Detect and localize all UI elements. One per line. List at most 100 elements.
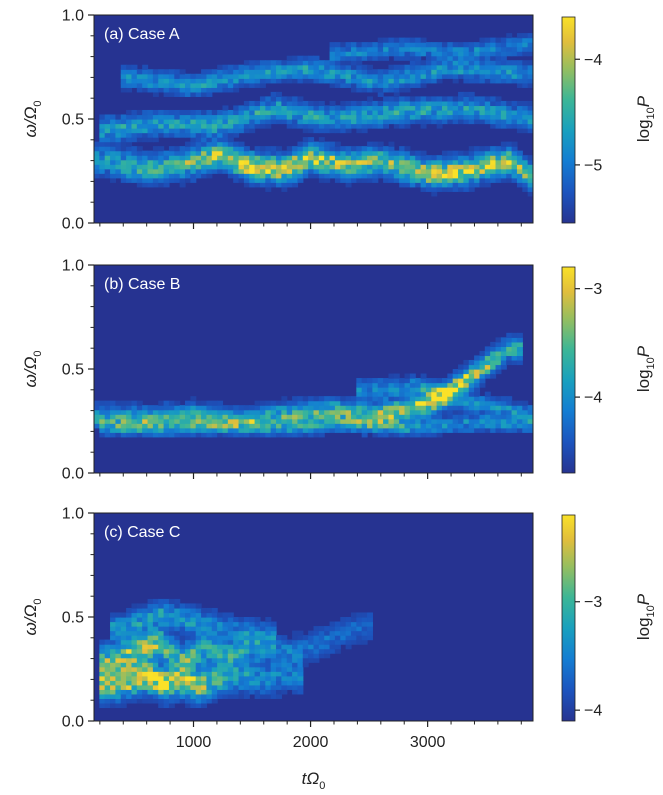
heatmap-cell — [185, 87, 191, 93]
heatmap-cell — [522, 82, 529, 88]
heatmap-cell — [222, 109, 229, 116]
heatmap-cell — [152, 698, 159, 704]
heatmap-cell — [313, 155, 320, 161]
heatmap-cell — [302, 418, 309, 424]
heatmap-cell — [484, 427, 491, 433]
heatmap-cell — [372, 100, 379, 107]
heatmap-cell — [484, 64, 491, 70]
heatmap-cell — [131, 78, 138, 84]
heatmap-cell — [313, 639, 320, 645]
heatmap-cell — [195, 666, 202, 672]
heatmap-cell — [340, 69, 347, 75]
heatmap-cell — [356, 69, 363, 75]
heatmap-cell — [136, 82, 143, 88]
heatmap-cell — [136, 657, 143, 663]
heatmap-cell — [211, 684, 218, 690]
heatmap-cell — [110, 418, 117, 424]
heatmap-cell — [243, 405, 250, 411]
heatmap-cell — [147, 621, 154, 627]
heatmap-cell — [179, 159, 186, 165]
heatmap-cell — [415, 60, 422, 66]
heatmap-cell — [324, 653, 331, 659]
heatmap-cell — [243, 159, 250, 165]
heatmap-cell — [399, 382, 406, 388]
heatmap-cell — [431, 69, 438, 75]
heatmap-cell — [522, 427, 529, 433]
heatmap-cell — [259, 662, 266, 668]
heatmap-cell — [281, 648, 288, 654]
heatmap-cell — [276, 119, 282, 125]
heatmap-cell — [318, 123, 325, 129]
heatmap-cell — [126, 639, 133, 645]
heatmap-cell — [458, 46, 464, 52]
heatmap-cell — [131, 675, 138, 681]
heatmap-cell — [420, 182, 427, 188]
heatmap-cell — [211, 405, 218, 411]
heatmap-cell — [152, 123, 159, 129]
heatmap-cell — [179, 693, 186, 699]
heatmap-cell — [302, 155, 309, 161]
heatmap-cell — [227, 114, 234, 120]
heatmap-cell — [420, 37, 427, 43]
heatmap-cell — [527, 414, 533, 420]
heatmap-cell — [249, 100, 256, 107]
heatmap-cell — [158, 657, 165, 663]
heatmap-cell — [168, 680, 175, 686]
heatmap-cell — [227, 164, 234, 170]
heatmap-cell — [292, 100, 299, 107]
heatmap-cell — [211, 132, 218, 138]
heatmap-cell — [158, 644, 165, 650]
heatmap-cell — [195, 137, 202, 143]
heatmap-cell — [479, 359, 486, 366]
heatmap-cell — [147, 653, 154, 659]
heatmap-cell — [431, 191, 438, 197]
heatmap-cell — [383, 164, 390, 170]
heatmap-cell — [126, 109, 133, 116]
heatmap-cell — [308, 427, 315, 433]
heatmap-cell — [104, 128, 111, 134]
heatmap-cell — [458, 364, 464, 370]
heatmap-cell — [356, 382, 363, 388]
heatmap-cell — [131, 423, 138, 429]
heatmap-cell — [190, 607, 197, 614]
heatmap-cell — [179, 164, 186, 170]
heatmap-cell — [350, 617, 357, 623]
heatmap-cell — [136, 635, 143, 641]
colorbar-title: log10P — [634, 345, 657, 392]
heatmap-cell — [158, 414, 165, 420]
heatmap-cell — [195, 418, 202, 424]
heatmap-cell — [393, 400, 400, 406]
heatmap-cell — [511, 109, 518, 116]
heatmap-cell — [206, 626, 213, 632]
heatmap-cell — [104, 168, 111, 174]
heatmap-cell — [286, 123, 293, 129]
heatmap-cell — [345, 73, 352, 79]
heatmap-cell — [522, 69, 529, 75]
heatmap-cell — [227, 680, 234, 686]
heatmap-cell — [409, 73, 416, 79]
heatmap-cell — [511, 123, 518, 129]
heatmap-cell — [152, 662, 159, 668]
heatmap-cell — [104, 689, 111, 695]
heatmap-cell — [313, 432, 320, 438]
heatmap-cell — [211, 414, 218, 420]
heatmap-cell — [409, 64, 416, 70]
heatmap-cell — [158, 626, 165, 632]
heatmap-cell — [142, 635, 149, 641]
heatmap-cell — [463, 373, 470, 379]
heatmap-cell — [201, 146, 208, 152]
heatmap-cell — [490, 37, 497, 43]
heatmap-cell — [329, 644, 336, 650]
heatmap-cell — [276, 173, 282, 179]
heatmap-cell — [174, 675, 181, 681]
heatmap-cell — [458, 73, 464, 79]
heatmap-cell — [474, 400, 481, 406]
heatmap-cell — [431, 78, 438, 84]
heatmap-cell — [142, 109, 149, 116]
heatmap-cell — [468, 46, 475, 52]
heatmap-cell — [458, 382, 464, 388]
heatmap-cell — [238, 78, 245, 84]
heatmap-cell — [302, 635, 309, 641]
heatmap-cell — [436, 387, 443, 393]
